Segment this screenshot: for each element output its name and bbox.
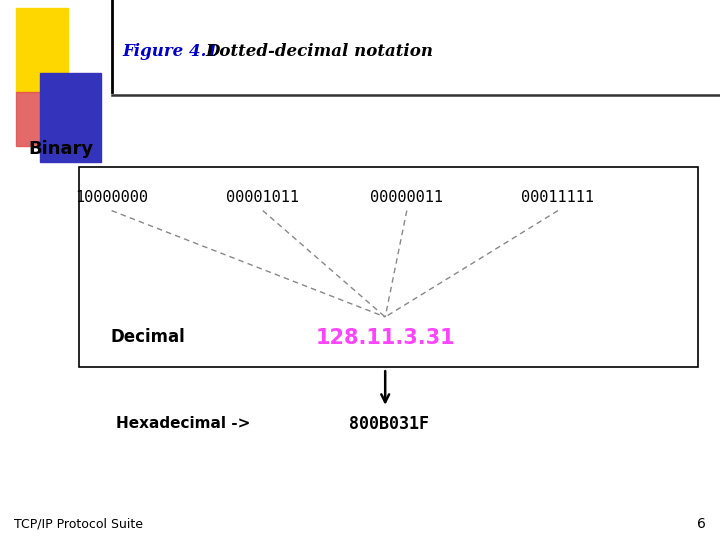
FancyBboxPatch shape: [79, 167, 698, 367]
Bar: [16, 8, 68, 92]
Text: 10000000: 10000000: [75, 190, 148, 205]
Text: 6: 6: [697, 517, 706, 531]
Text: Dotted-decimal notation: Dotted-decimal notation: [205, 43, 433, 60]
Bar: [40, 73, 101, 162]
Text: 00001011: 00001011: [226, 190, 300, 205]
Text: Decimal: Decimal: [110, 328, 185, 347]
Text: Hexadecimal ->: Hexadecimal ->: [117, 416, 251, 431]
Text: 00011111: 00011111: [521, 190, 595, 205]
Text: Binary: Binary: [29, 139, 94, 158]
Text: TCP/IP Protocol Suite: TCP/IP Protocol Suite: [14, 517, 143, 530]
Text: 00000011: 00000011: [370, 190, 444, 205]
Text: 800B031F: 800B031F: [349, 415, 429, 433]
Bar: [16, 92, 55, 146]
Text: 128.11.3.31: 128.11.3.31: [315, 327, 455, 348]
Text: Figure 4.1: Figure 4.1: [122, 43, 218, 60]
